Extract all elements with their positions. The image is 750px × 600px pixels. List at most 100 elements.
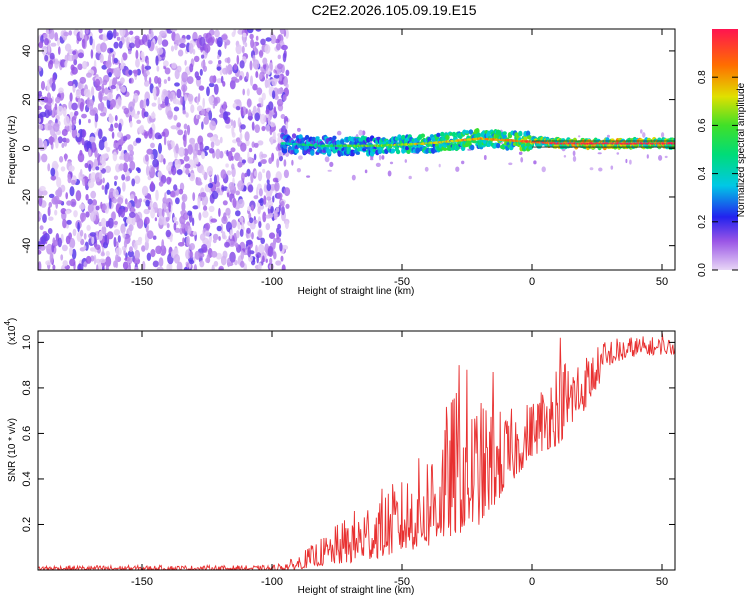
noise-blob bbox=[70, 198, 77, 208]
noise-blob bbox=[76, 132, 80, 138]
noise-blob bbox=[276, 158, 280, 168]
noise-blob bbox=[64, 60, 68, 68]
spectrogram-frame bbox=[37, 28, 676, 271]
noise-blob bbox=[201, 121, 204, 130]
noise-blob bbox=[130, 206, 135, 214]
noise-blob bbox=[85, 255, 92, 264]
noise-blob bbox=[640, 129, 643, 134]
noise-blob bbox=[520, 157, 524, 163]
noise-blob bbox=[79, 229, 84, 237]
noise-blob bbox=[177, 49, 184, 57]
noise-blob bbox=[113, 229, 121, 236]
noise-blob bbox=[48, 29, 55, 40]
noise-blob bbox=[128, 69, 133, 76]
noise-blob bbox=[89, 35, 93, 46]
noise-blob bbox=[224, 41, 227, 50]
noise-blob bbox=[120, 77, 125, 84]
noise-blob bbox=[188, 259, 195, 265]
noise-blob bbox=[255, 244, 258, 254]
noise-blob bbox=[214, 139, 221, 146]
noise-blob bbox=[105, 256, 112, 267]
noise-blob bbox=[234, 78, 240, 83]
noise-blob bbox=[188, 43, 194, 54]
noise-blob bbox=[156, 47, 164, 55]
noise-blob bbox=[175, 143, 179, 154]
noise-blob bbox=[135, 239, 142, 246]
noise-blob bbox=[237, 198, 245, 209]
noise-blob bbox=[91, 86, 95, 97]
signal-blob bbox=[390, 148, 396, 154]
noise-blob bbox=[128, 101, 135, 112]
noise-blob bbox=[205, 32, 212, 44]
noise-blob bbox=[155, 245, 163, 255]
noise-blob bbox=[201, 151, 206, 160]
noise-blob bbox=[223, 101, 227, 112]
noise-blob bbox=[53, 195, 60, 205]
noise-blob bbox=[249, 33, 254, 40]
noise-blob bbox=[63, 31, 69, 37]
noise-blob bbox=[86, 97, 91, 108]
noise-blob bbox=[192, 231, 197, 236]
noise-blob bbox=[126, 218, 130, 224]
noise-blob bbox=[240, 106, 244, 117]
noise-blob bbox=[329, 161, 334, 167]
noise-blob bbox=[189, 63, 194, 73]
noise-blob bbox=[69, 123, 72, 133]
noise-blob bbox=[183, 266, 188, 270]
noise-blob bbox=[123, 152, 130, 163]
noise-blob bbox=[210, 141, 215, 149]
noise-blob bbox=[204, 222, 211, 231]
colorbar: 0.0 0.2 0.4 0.6 0.8 Normalized spectral ampl… bbox=[697, 29, 747, 277]
signal-blob bbox=[525, 130, 531, 137]
noise-blob bbox=[163, 79, 167, 84]
noise-blob bbox=[170, 125, 178, 130]
noise-blob bbox=[113, 57, 119, 64]
noise-blob bbox=[362, 130, 366, 136]
noise-blob bbox=[268, 101, 274, 111]
noise-blob bbox=[144, 216, 150, 225]
noise-blob bbox=[110, 85, 117, 90]
noise-blob bbox=[259, 197, 264, 207]
noise-blob bbox=[137, 167, 141, 174]
noise-blob bbox=[89, 109, 97, 116]
noise-blob bbox=[370, 157, 374, 161]
noise-blob bbox=[119, 155, 123, 160]
noise-blob bbox=[297, 127, 301, 132]
noise-blob bbox=[154, 217, 158, 222]
noise-blob bbox=[275, 260, 282, 266]
colorbar-bar bbox=[712, 29, 738, 270]
noise-blob bbox=[196, 105, 203, 112]
noise-blob bbox=[597, 152, 602, 155]
noise-blob bbox=[255, 29, 262, 32]
spectrogram-y-ticks: -40 -20 0 20 40 bbox=[21, 45, 675, 254]
noise-blob bbox=[207, 132, 214, 138]
noise-blob bbox=[181, 71, 188, 83]
noise-blob bbox=[38, 244, 46, 251]
noise-blob bbox=[174, 43, 178, 51]
signal-blob bbox=[291, 133, 297, 139]
noise-blob bbox=[173, 98, 180, 105]
noise-blob bbox=[100, 252, 106, 257]
noise-blob bbox=[226, 57, 231, 64]
noise-blob bbox=[233, 29, 236, 36]
noise-blob bbox=[110, 98, 116, 108]
noise-blob bbox=[208, 95, 214, 104]
noise-blob bbox=[55, 138, 59, 149]
noise-blob bbox=[239, 75, 243, 81]
noise-blob bbox=[268, 213, 274, 219]
noise-blob bbox=[201, 243, 208, 253]
noise-blob bbox=[274, 95, 279, 100]
noise-blob bbox=[101, 266, 105, 270]
noise-blob bbox=[83, 245, 87, 250]
noise-blob bbox=[169, 234, 173, 243]
noise-blob bbox=[60, 208, 67, 215]
noise-blob bbox=[38, 124, 44, 130]
noise-blob bbox=[135, 49, 139, 60]
noise-blob bbox=[166, 164, 172, 172]
noise-blob bbox=[166, 176, 172, 185]
noise-blob bbox=[155, 55, 159, 66]
noise-blob bbox=[273, 251, 277, 260]
noise-blob bbox=[48, 136, 55, 144]
colorbar-tick-label: 0.2 bbox=[697, 214, 708, 228]
noise-blob bbox=[173, 106, 180, 112]
